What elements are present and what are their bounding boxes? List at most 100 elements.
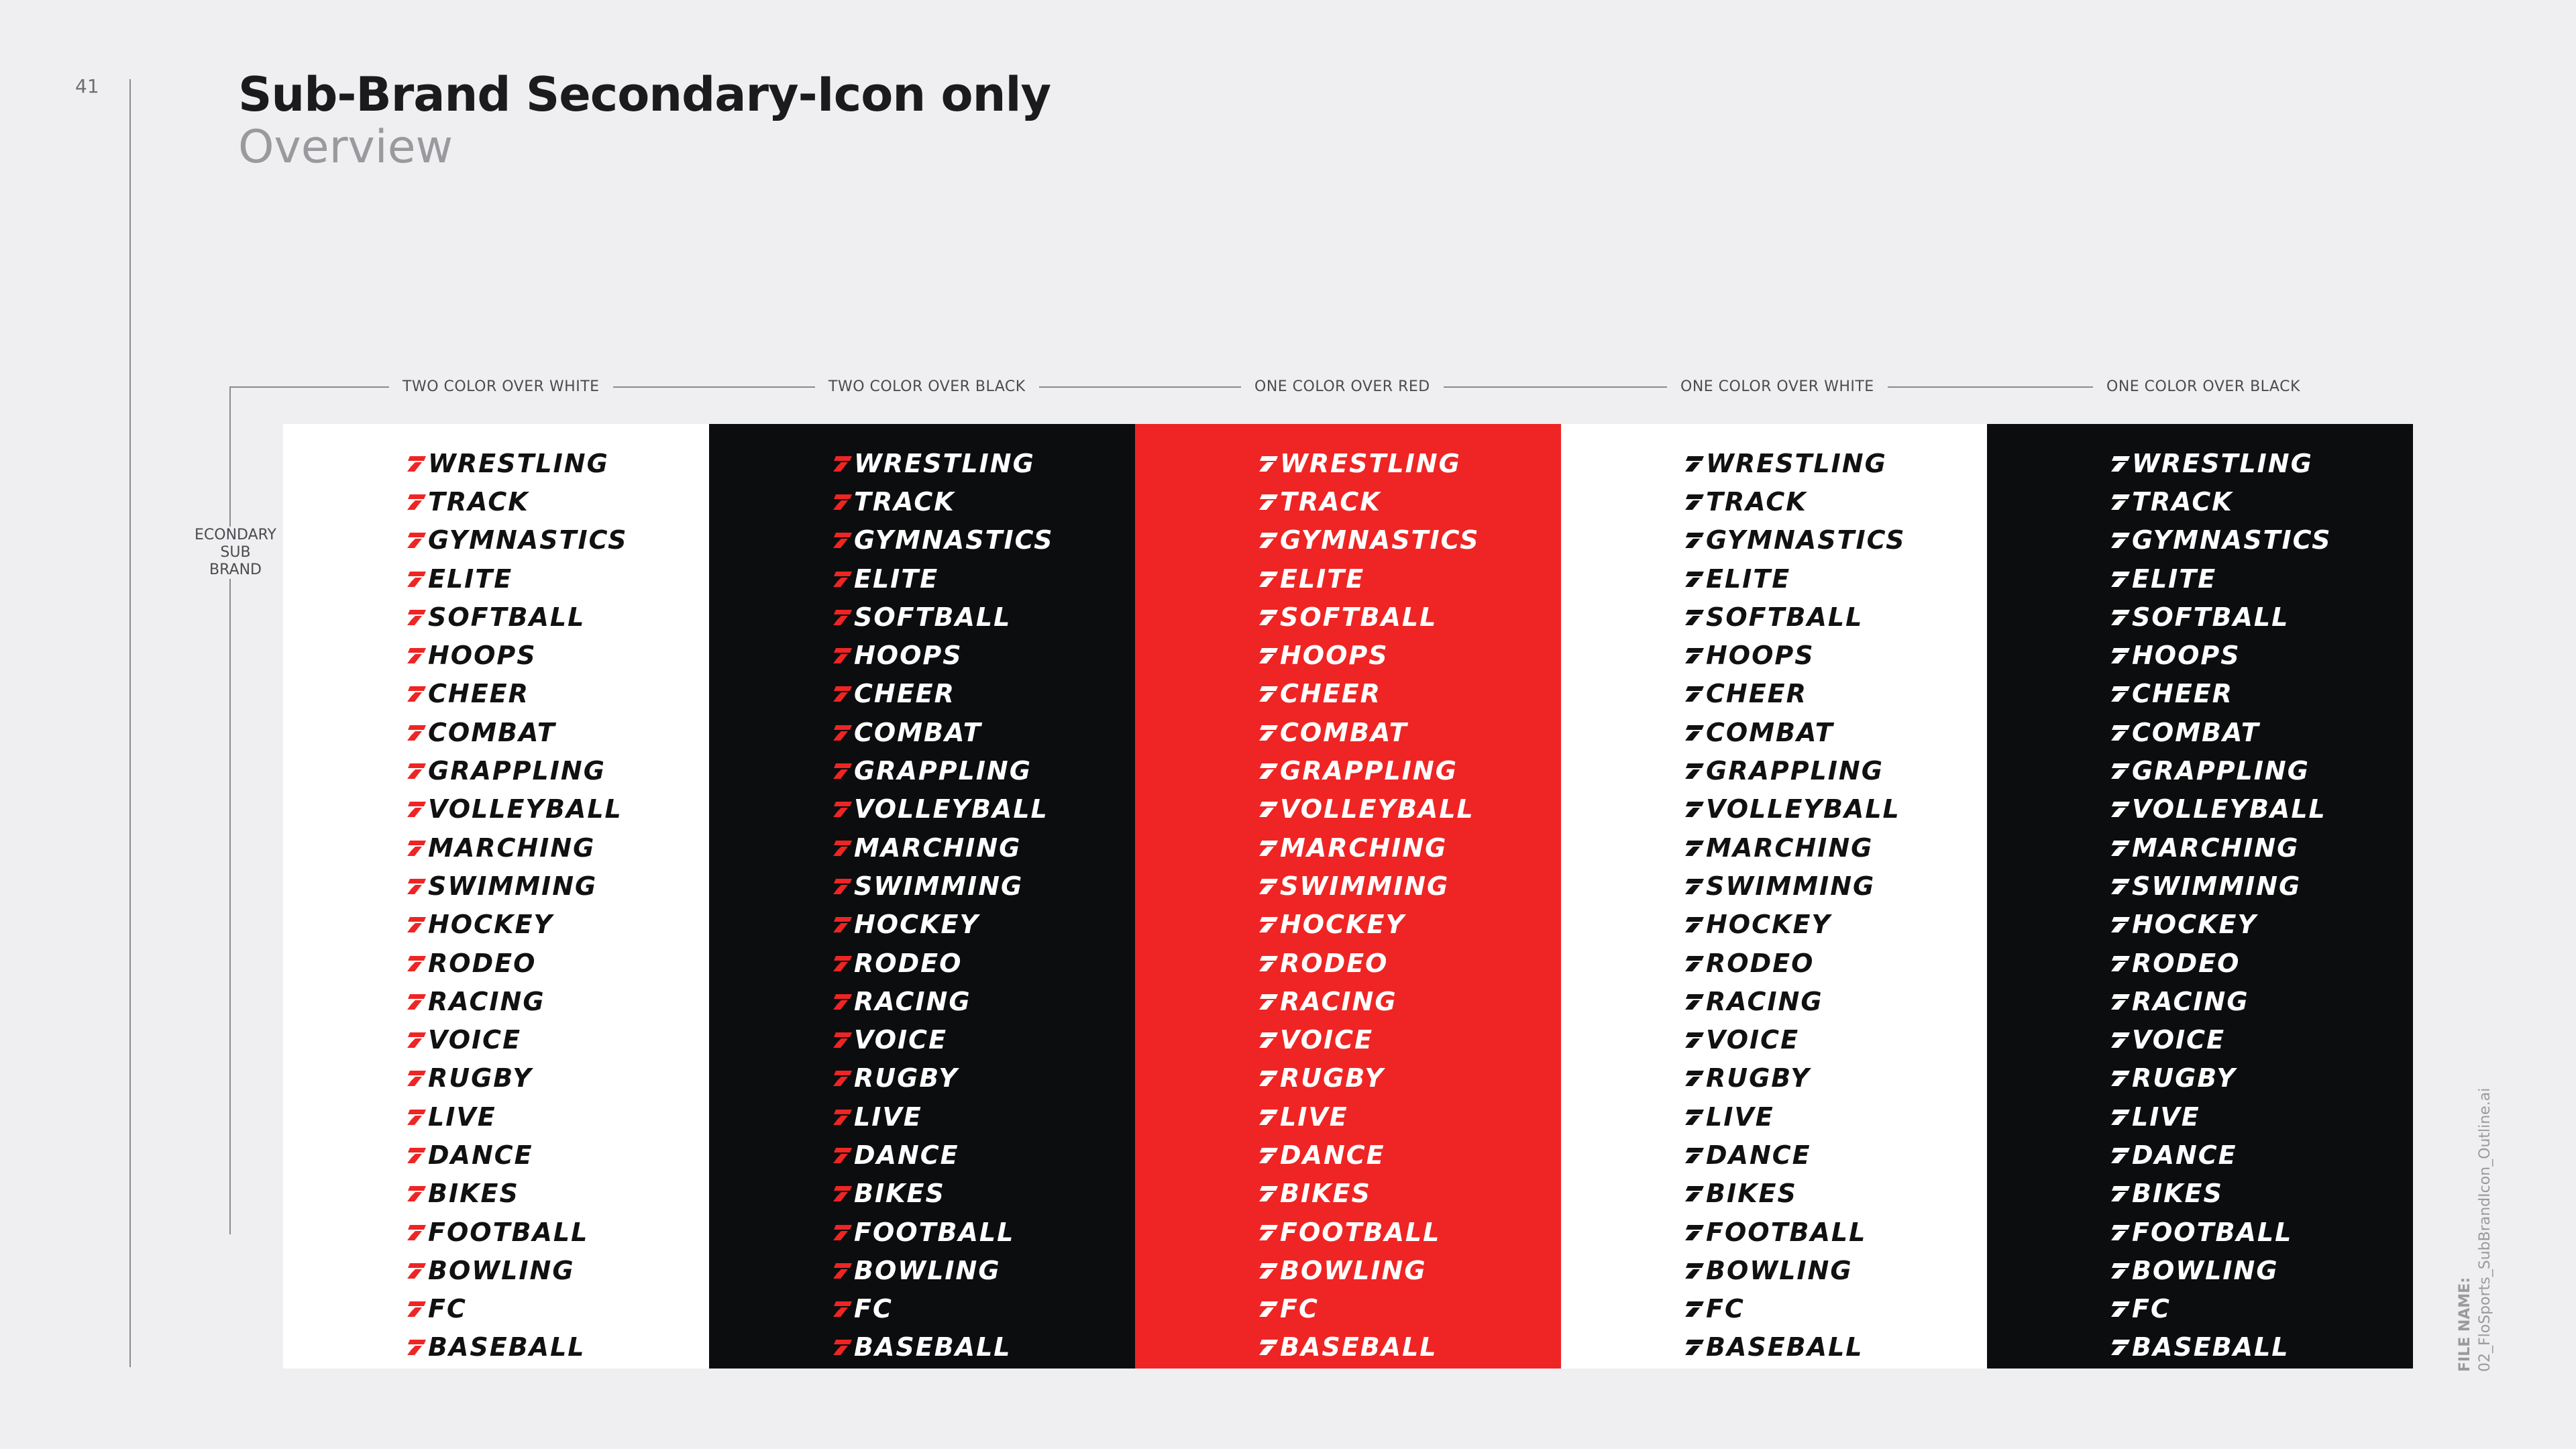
sub-brand-lockup: CHEER <box>1258 675 1561 713</box>
flo-f-icon <box>833 571 852 587</box>
flo-f-icon <box>1259 724 1278 741</box>
column-header-rule <box>1888 386 2093 388</box>
sub-brand-name: RODEO <box>854 948 963 978</box>
sub-brand-name: FOOTBALL <box>1706 1217 1867 1247</box>
sub-brand-lockup: HOCKEY <box>832 906 1135 944</box>
sub-brand-lockup: RODEO <box>1684 944 1987 982</box>
flo-f-icon <box>833 1109 852 1125</box>
sub-brand-lockup: FC <box>1684 1290 1987 1328</box>
sub-brand-lockup: WRESTLING <box>406 444 709 482</box>
sub-brand-name: BASEBALL <box>1280 1332 1438 1362</box>
sub-brand-name: GYMNASTICS <box>2132 525 2332 555</box>
flo-f-icon <box>833 1147 852 1163</box>
sub-brand-lockup: BASEBALL <box>2110 1328 2413 1366</box>
sub-brand-lockup: HOCKEY <box>1258 906 1561 944</box>
flo-f-icon <box>2111 455 2130 472</box>
flo-f-icon <box>2111 648 2130 664</box>
flo-f-icon <box>1685 686 1704 702</box>
sub-brand-name: ELITE <box>1280 564 1365 594</box>
file-name: FILE NAME: 02_FloSports_SubBrandIcon_Out… <box>2455 1088 2496 1372</box>
sub-brand-name: GYMNASTICS <box>428 525 628 555</box>
sub-brand-lockup: GRAPPLING <box>406 751 709 790</box>
sub-brand-lockup: COMBAT <box>2110 713 2413 751</box>
sub-brand-lockup: HOOPS <box>2110 636 2413 674</box>
sub-brand-name: FC <box>2132 1294 2171 1324</box>
sub-brand-name: HOCKEY <box>1280 910 1405 940</box>
sub-brand-lockup: HOCKEY <box>406 906 709 944</box>
sub-brand-lockup: RUGBY <box>2110 1059 2413 1097</box>
flo-f-icon <box>1259 686 1278 702</box>
row-label-line: BRAND <box>209 561 262 578</box>
sub-brand-lockup: SWIMMING <box>406 867 709 905</box>
flo-f-icon <box>1685 955 1704 971</box>
sub-brand-lockup: BIKES <box>2110 1175 2413 1213</box>
sub-brand-name: GYMNASTICS <box>854 525 1054 555</box>
flo-f-icon <box>1259 955 1278 971</box>
sub-brand-lockup: LIVE <box>1258 1097 1561 1136</box>
flo-f-icon <box>1685 533 1704 549</box>
flo-f-icon <box>2111 533 2130 549</box>
brand-column: WRESTLING TRACK GYMNASTICS ELITE SOFTBALL HOO… <box>1987 424 2413 1368</box>
flo-f-icon <box>1685 763 1704 780</box>
flo-f-icon <box>1259 917 1278 933</box>
sub-brand-name: TRACK <box>428 486 529 517</box>
sub-brand-name: HOCKEY <box>428 910 553 940</box>
flo-f-icon <box>1259 1071 1278 1087</box>
file-name-label: FILE NAME: <box>2457 1277 2473 1372</box>
sub-brand-name: LIVE <box>2132 1102 2200 1132</box>
sub-brand-name: DANCE <box>428 1140 533 1170</box>
sub-brand-name: RUGBY <box>2132 1063 2237 1093</box>
sub-brand-name: TRACK <box>2132 486 2233 517</box>
sub-brand-name: BIKES <box>1706 1179 1797 1209</box>
sub-brand-name: WRESTLING <box>2132 448 2313 478</box>
flo-f-icon <box>1685 994 1704 1010</box>
sub-brand-name: FC <box>428 1294 467 1324</box>
sub-brand-lockup: SOFTBALL <box>832 598 1135 636</box>
flo-f-icon <box>1685 571 1704 587</box>
flo-f-icon <box>833 802 852 818</box>
flo-f-icon <box>2111 494 2130 510</box>
flo-f-icon <box>407 724 426 741</box>
flo-f-icon <box>833 955 852 971</box>
sub-brand-lockup: BIKES <box>1258 1175 1561 1213</box>
flo-f-icon <box>1685 609 1704 625</box>
brand-column: WRESTLING TRACK GYMNASTICS ELITE SOFTBALL HOO… <box>283 424 709 1368</box>
sub-brand-lockup: COMBAT <box>406 713 709 751</box>
row-bracket-horizontal <box>229 386 384 388</box>
flo-f-icon <box>2111 955 2130 971</box>
flo-f-icon <box>1259 994 1278 1010</box>
flo-f-icon <box>407 1340 426 1356</box>
sub-brand-name: BOWLING <box>1280 1255 1427 1285</box>
sub-brand-lockup: VOLLEYBALL <box>1684 790 1987 828</box>
flo-f-icon <box>1685 1263 1704 1279</box>
flo-f-icon <box>1685 1147 1704 1163</box>
column-header-rule <box>613 386 815 388</box>
column-header-rule <box>1444 386 1667 388</box>
sub-brand-lockup: FC <box>1258 1290 1561 1328</box>
flo-f-icon <box>833 533 852 549</box>
sub-brand-name: FOOTBALL <box>854 1217 1015 1247</box>
sub-brand-name: RUGBY <box>1706 1063 1811 1093</box>
sub-brand-lockup: BIKES <box>406 1175 709 1213</box>
sub-brand-lockup: RODEO <box>2110 944 2413 982</box>
sub-brand-name: SOFTBALL <box>1280 602 1438 632</box>
flo-f-icon <box>1259 1186 1278 1202</box>
column-header-rule <box>384 386 389 388</box>
sub-brand-name: BOWLING <box>854 1255 1001 1285</box>
page-subtitle: Overview <box>238 121 453 174</box>
sub-brand-name: SOFTBALL <box>428 602 586 632</box>
flo-f-icon <box>833 1263 852 1279</box>
flo-f-icon <box>1685 1071 1704 1087</box>
sub-brand-name: COMBAT <box>1706 717 1834 747</box>
sub-brand-name: CHEER <box>1280 679 1381 709</box>
flo-f-icon <box>2111 802 2130 818</box>
sub-brand-lockup: RUGBY <box>1258 1059 1561 1097</box>
flo-f-icon <box>1259 763 1278 780</box>
sub-brand-lockup: RACING <box>1258 982 1561 1020</box>
sub-brand-name: MARCHING <box>2132 833 2300 863</box>
flo-f-icon <box>1259 648 1278 664</box>
sub-brand-lockup: GYMNASTICS <box>406 521 709 559</box>
sub-brand-lockup: CHEER <box>406 675 709 713</box>
sub-brand-lockup: DANCE <box>1684 1136 1987 1174</box>
sub-brand-lockup: LIVE <box>1684 1097 1987 1136</box>
